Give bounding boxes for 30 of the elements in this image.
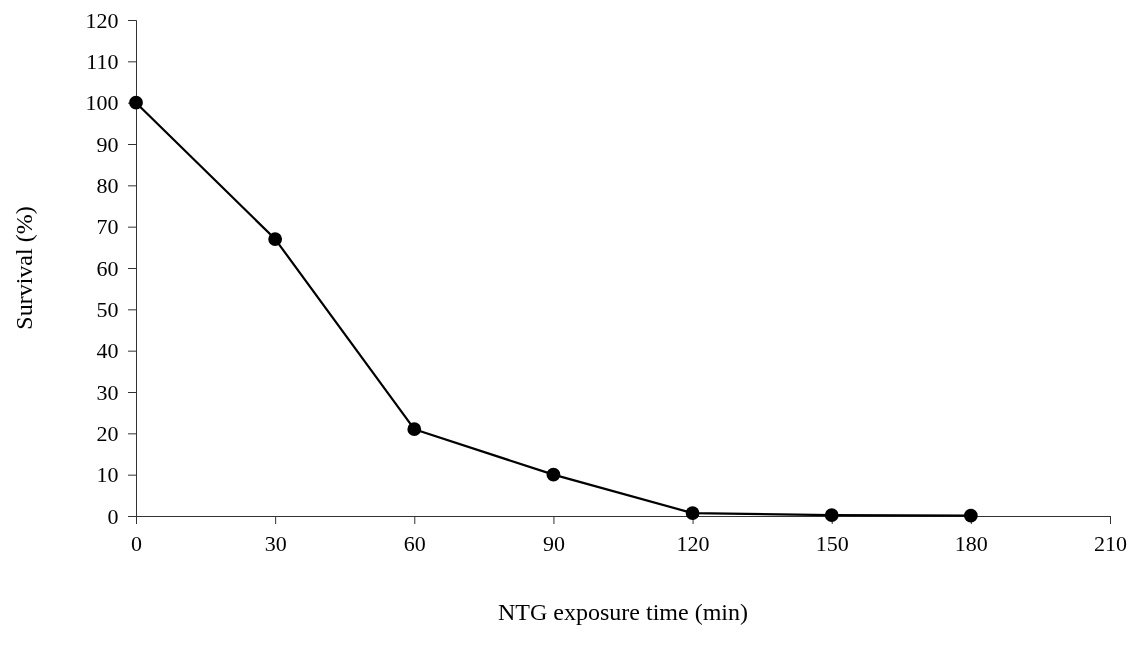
x-tick-label: 60 [403, 531, 426, 557]
x-tick-label: 210 [1094, 531, 1127, 557]
point [407, 422, 422, 437]
point [824, 508, 839, 523]
x-tick-label: 150 [815, 531, 849, 557]
x-tick-label: 30 [264, 531, 287, 557]
y-tick-label: 40 [96, 338, 119, 364]
y-tick-label: 120 [85, 7, 119, 33]
y-tick-label: 70 [96, 214, 119, 240]
x-axis-title: NTG exposure time (min) [498, 599, 748, 625]
y-tick-label: 0 [107, 503, 119, 529]
y-tick-label: 100 [85, 90, 119, 116]
y-tick-label: 30 [96, 379, 119, 405]
y-tick-label: 80 [96, 172, 119, 198]
y-tick-label: 50 [96, 296, 119, 322]
y-tick-label: 60 [96, 255, 119, 281]
x-tick-label: 120 [676, 531, 710, 557]
y-tick-label: 90 [96, 131, 119, 157]
point [963, 508, 978, 523]
point [546, 467, 561, 482]
point [129, 95, 143, 110]
y-tick-label: 110 [86, 48, 119, 74]
point [268, 232, 283, 246]
x-tick-label: 0 [131, 531, 142, 557]
x-tick-label: 90 [542, 531, 565, 557]
point [685, 506, 700, 520]
y-tick-label: 20 [96, 420, 119, 446]
x-tick-label: 180 [954, 531, 988, 557]
y-tick-label: 10 [96, 462, 119, 488]
y-axis-title: Survival (%) [11, 206, 37, 330]
